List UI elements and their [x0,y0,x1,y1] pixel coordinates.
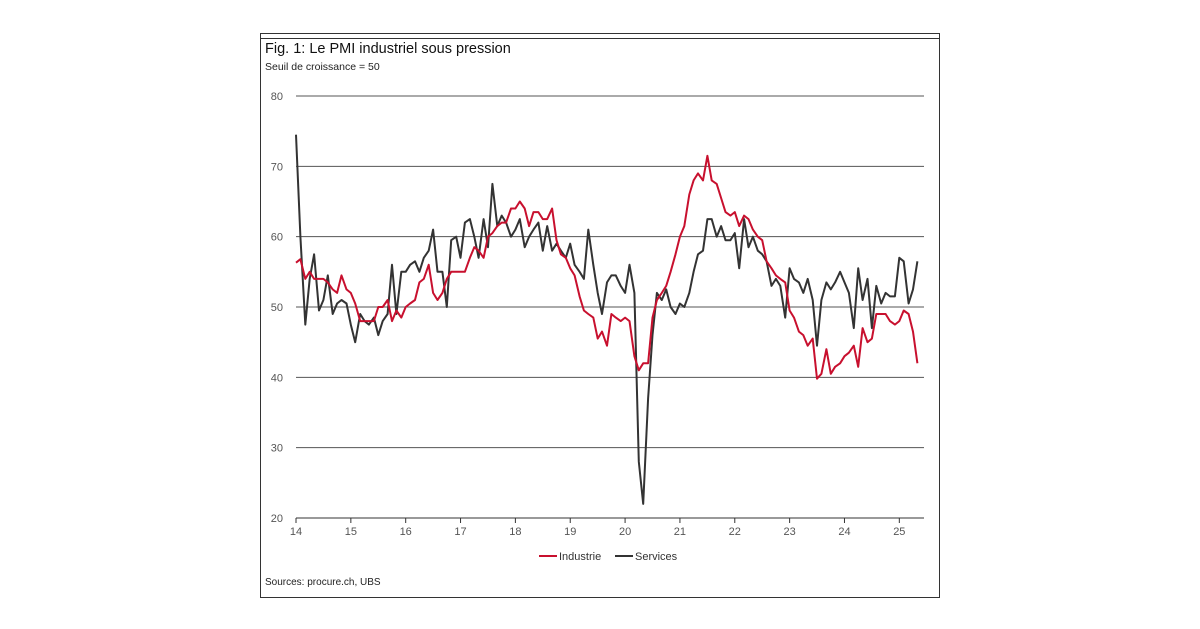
series-line-industrie [295,154,919,380]
y-tick-label-30: 30 [271,443,283,455]
chart-title: Fig. 1: Le PMI industriel sous pression [265,41,511,57]
y-tick-label-50: 50 [271,302,283,314]
y-tick-label-70: 70 [271,161,283,173]
x-tick-label-19: 19 [564,526,576,538]
x-tick-label-21: 21 [674,526,686,538]
x-tick-label-15: 15 [345,526,357,538]
x-tick-label-14: 14 [290,526,302,538]
x-tick-label-16: 16 [400,526,412,538]
x-tick-label-22: 22 [729,526,741,538]
y-tick-label-20: 20 [271,513,283,525]
x-tick-label-23: 23 [783,526,795,538]
line-chart: 20 30 40 50 60 70 80 14 15 16 17 18 19 20 21 22 23 24 25 In… [271,91,924,563]
chart-source: Sources: procure.ch, UBS [265,577,381,588]
x-tick-label-20: 20 [619,526,631,538]
x-tick-label-17: 17 [454,526,466,538]
x-tick-label-18: 18 [509,526,521,538]
y-tick-label-60: 60 [271,232,283,244]
top-rule [261,38,939,39]
x-tick-label-24: 24 [838,526,850,538]
legend-label-industrie: Industrie [559,551,601,563]
y-tick-label-40: 40 [271,372,283,384]
y-tick-label-80: 80 [271,91,283,103]
legend-label-services: Services [635,551,678,563]
x-tick-label-25: 25 [893,526,905,538]
series-line-services [295,134,919,505]
chart-subtitle: Seuil de croissance = 50 [265,61,380,73]
chart-frame: Fig. 1: Le PMI industriel sous pression … [260,33,940,598]
